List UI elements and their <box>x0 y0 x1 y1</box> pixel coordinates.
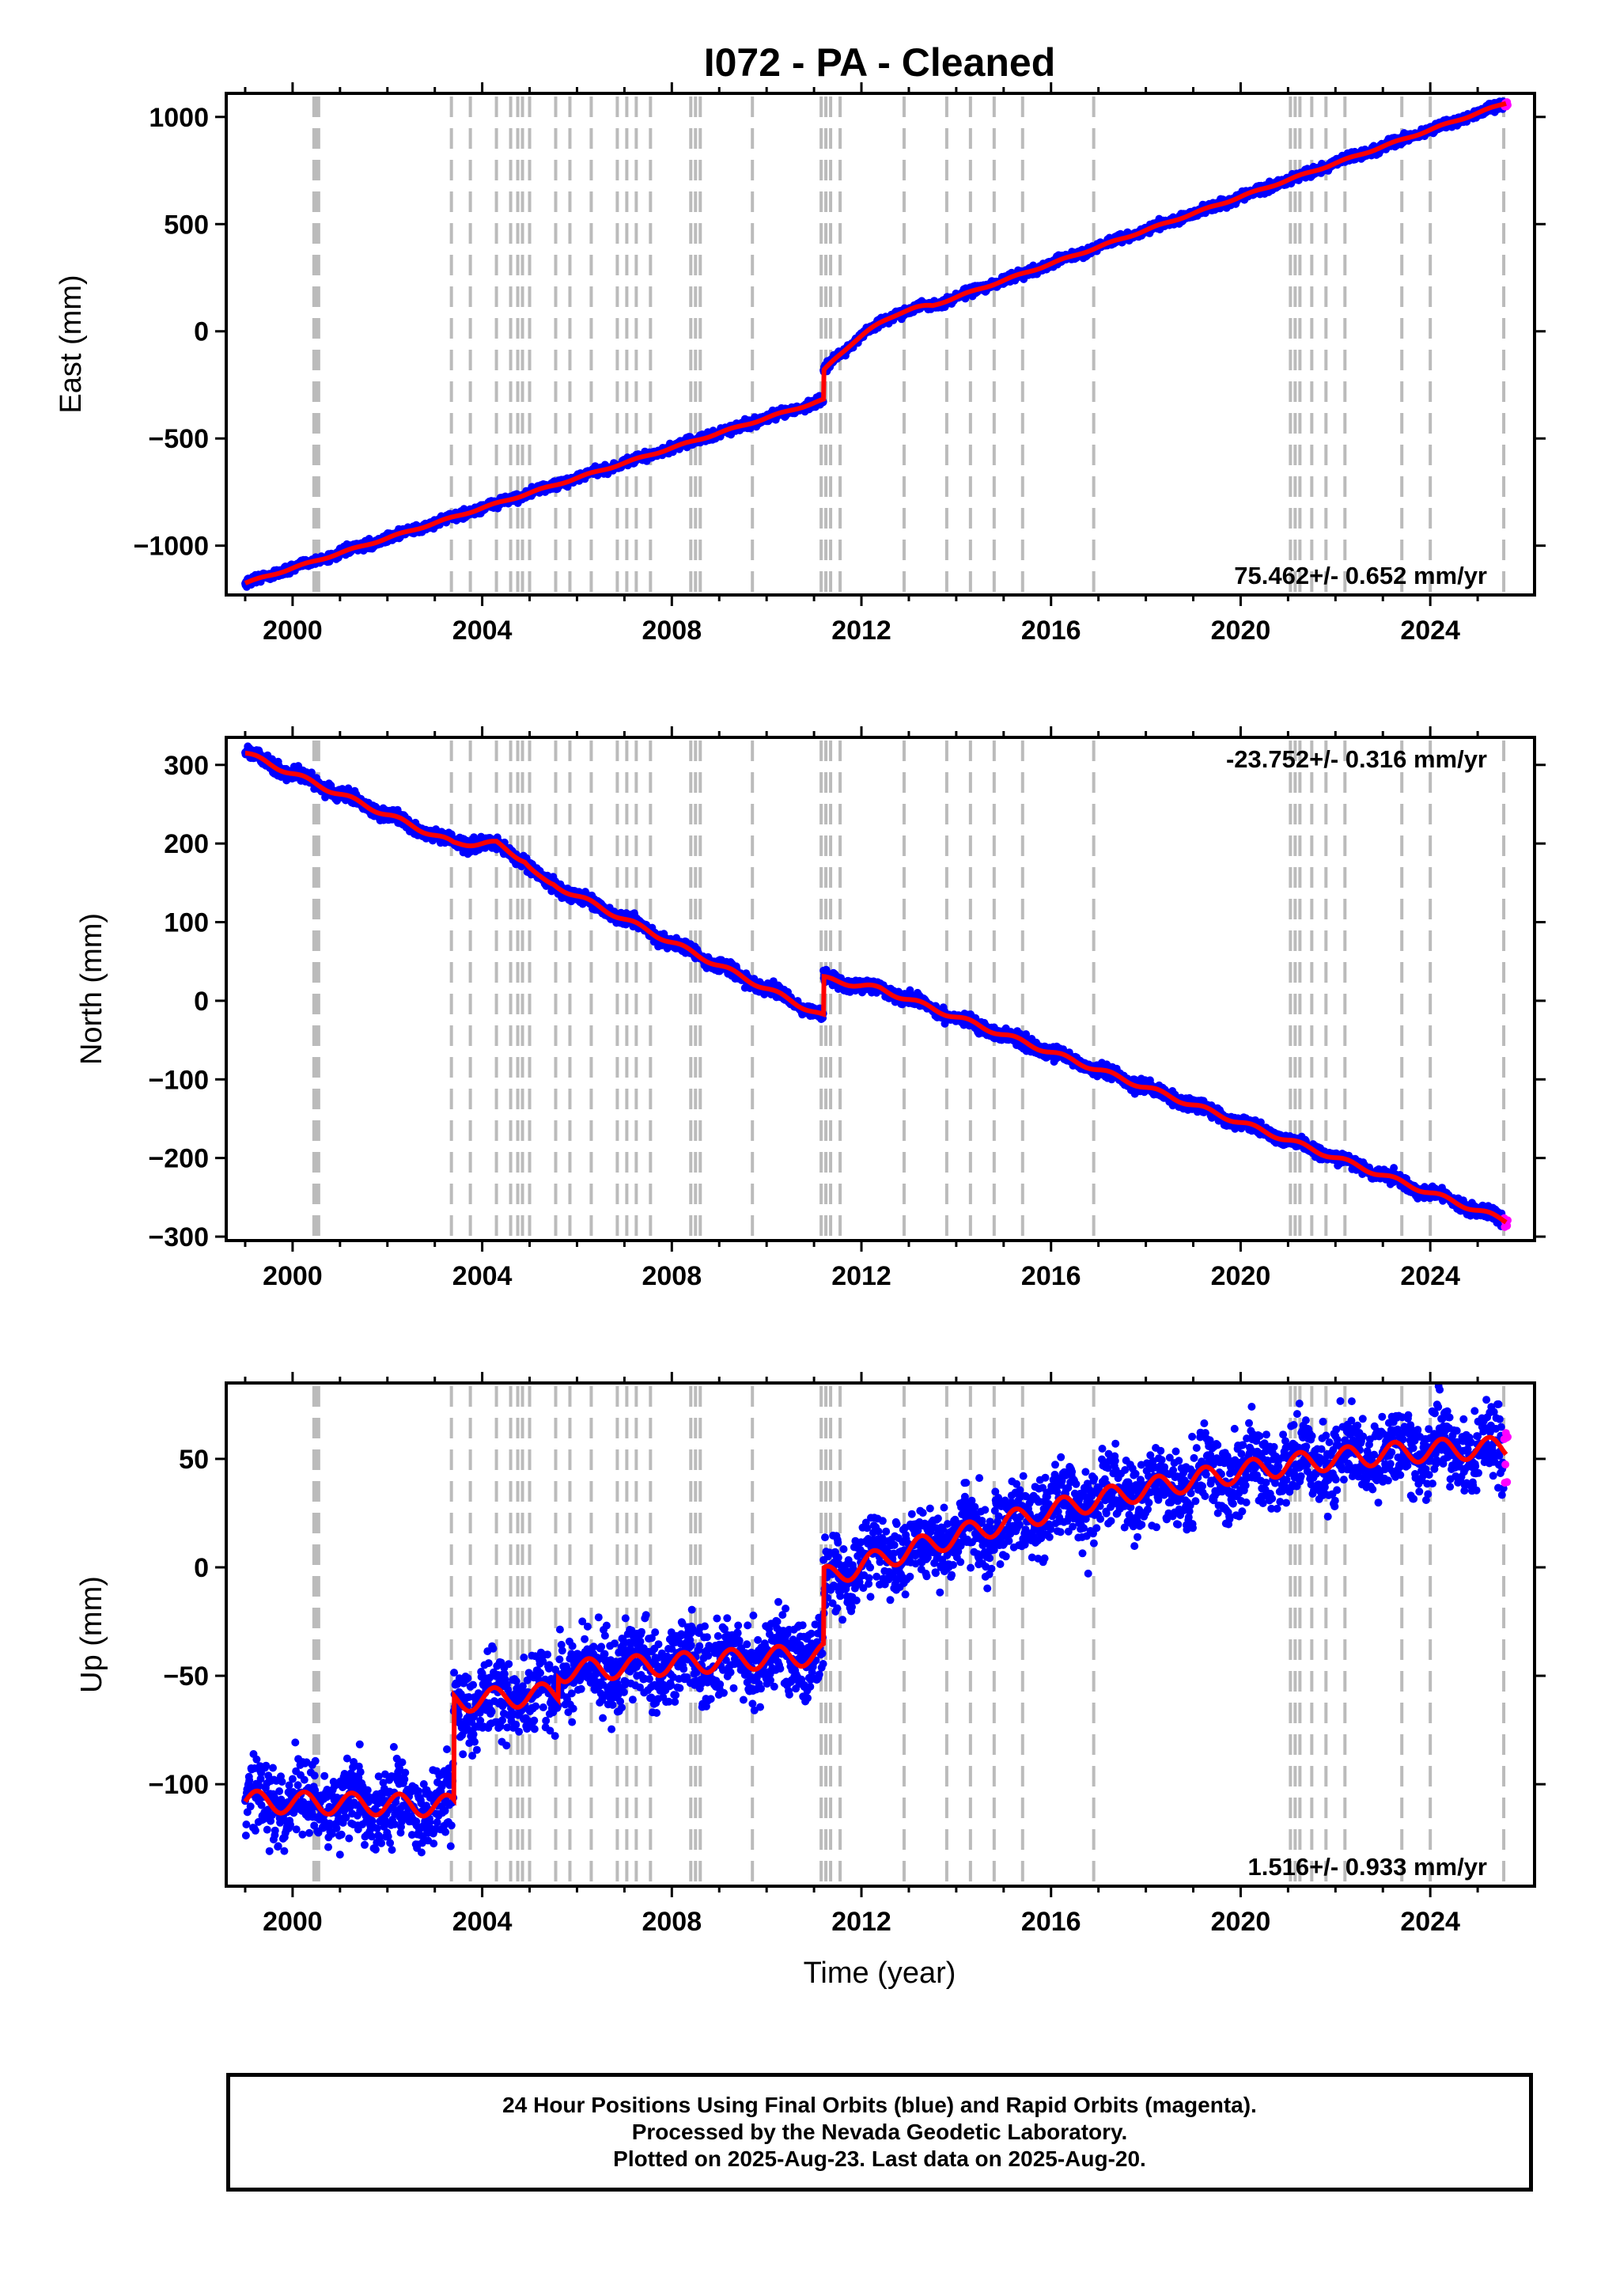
east-panel: 2000 2004 2008 2012 2016 2020 2024 −1000 −500 0 5… <box>55 82 1546 646</box>
x-tick-label: 2000 <box>263 616 323 646</box>
y-tick-label: −1000 <box>134 532 210 562</box>
x-tick-label: 2016 <box>1021 616 1081 646</box>
x-tick-label: 2012 <box>831 616 891 646</box>
east-axis-label: East (mm) <box>55 275 88 413</box>
north-panel: 2000 2004 2008 2012 2016 2020 2024 −300−200−10… <box>75 726 1546 1291</box>
y-tick-label: 1000 <box>149 103 209 133</box>
chart-title: I072 - PA - Cleaned <box>704 40 1056 85</box>
x-tick-label: 2024 <box>1400 616 1460 646</box>
x-tick-label: 2020 <box>1211 616 1271 646</box>
x-tick-label: 2004 <box>452 616 513 646</box>
y-tick-label: 0 <box>194 317 209 347</box>
east-panel-background <box>226 93 1535 595</box>
east-rate-label: 75.462+/- 0.652 mm/yr <box>1234 562 1487 589</box>
x-tick-label: 2008 <box>642 616 702 646</box>
y-tick-label: −500 <box>148 424 209 454</box>
y-tick-label: 500 <box>164 210 209 240</box>
